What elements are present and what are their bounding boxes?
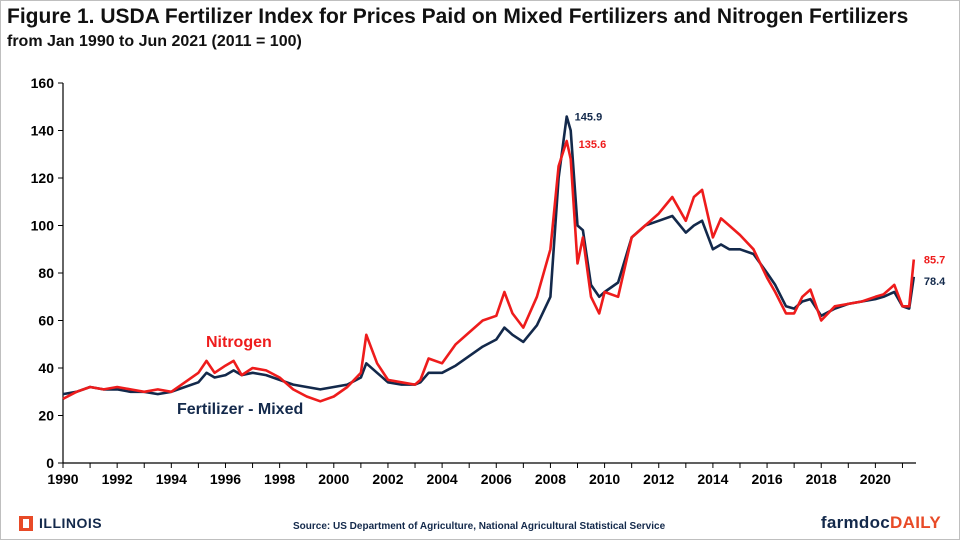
x-tick-label: 2010	[589, 471, 620, 487]
illinois-wordmark: ILLINOIS	[39, 515, 103, 531]
x-tick-label: 2002	[372, 471, 403, 487]
illinois-block-i-icon	[19, 515, 33, 531]
x-tick-label: 2014	[697, 471, 728, 487]
chart-title: Figure 1. USDA Fertilizer Index for Pric…	[7, 5, 909, 28]
y-tick-label: 20	[38, 408, 54, 424]
y-tick-label: 40	[38, 360, 54, 376]
x-tick-label: 1998	[264, 471, 295, 487]
x-tick-label: 2006	[481, 471, 512, 487]
x-tick-label: 2016	[751, 471, 782, 487]
brand-farmdoc: farmdoc	[820, 513, 891, 532]
x-tick-label: 2012	[643, 471, 674, 487]
mixed-series-label: Fertilizer - Mixed	[177, 401, 303, 418]
illinois-logo: ILLINOIS	[19, 515, 102, 531]
data-label: 135.6	[579, 139, 607, 151]
x-tick-label: 1992	[102, 471, 133, 487]
data-label: 85.7	[924, 254, 945, 266]
x-tick-label: 1996	[210, 471, 241, 487]
y-tick-label: 160	[31, 75, 55, 91]
x-tick-label: 2008	[535, 471, 566, 487]
y-tick-label: 80	[38, 265, 54, 281]
line-chart: 0 20 40 60 80 100 120 140 160 1990 1992 1994 1996 199…	[31, 75, 946, 487]
brand-daily: DAILY	[890, 513, 941, 532]
x-tick-label: 2000	[318, 471, 349, 487]
y-tick-label: 0	[46, 455, 54, 471]
data-label: 78.4	[924, 276, 946, 288]
x-tick-label: 2018	[806, 471, 837, 487]
farmdoc-daily-logo: farmdocDAILY	[821, 513, 941, 533]
chart-subtitle: from Jan 1990 to Jun 2021 (2011 = 100)	[7, 33, 302, 50]
nitrogen-series-line	[62, 139, 916, 403]
y-tick-label: 100	[31, 218, 55, 234]
x-tick-label: 1994	[156, 471, 187, 487]
mixed-series-line	[62, 115, 916, 396]
y-tick-label: 60	[38, 313, 54, 329]
x-tick-label: 2004	[427, 471, 458, 487]
x-tick-label: 1990	[47, 471, 78, 487]
footer: ILLINOIS Source: US Department of Agricu…	[1, 509, 959, 539]
y-tick-label: 120	[31, 170, 55, 186]
y-tick-label: 140	[31, 123, 55, 139]
data-label: 145.9	[575, 111, 603, 123]
nitrogen-series-label: Nitrogen	[206, 334, 272, 351]
x-tick-label: 2020	[860, 471, 891, 487]
source-note: Source: US Department of Agriculture, Na…	[293, 521, 666, 532]
